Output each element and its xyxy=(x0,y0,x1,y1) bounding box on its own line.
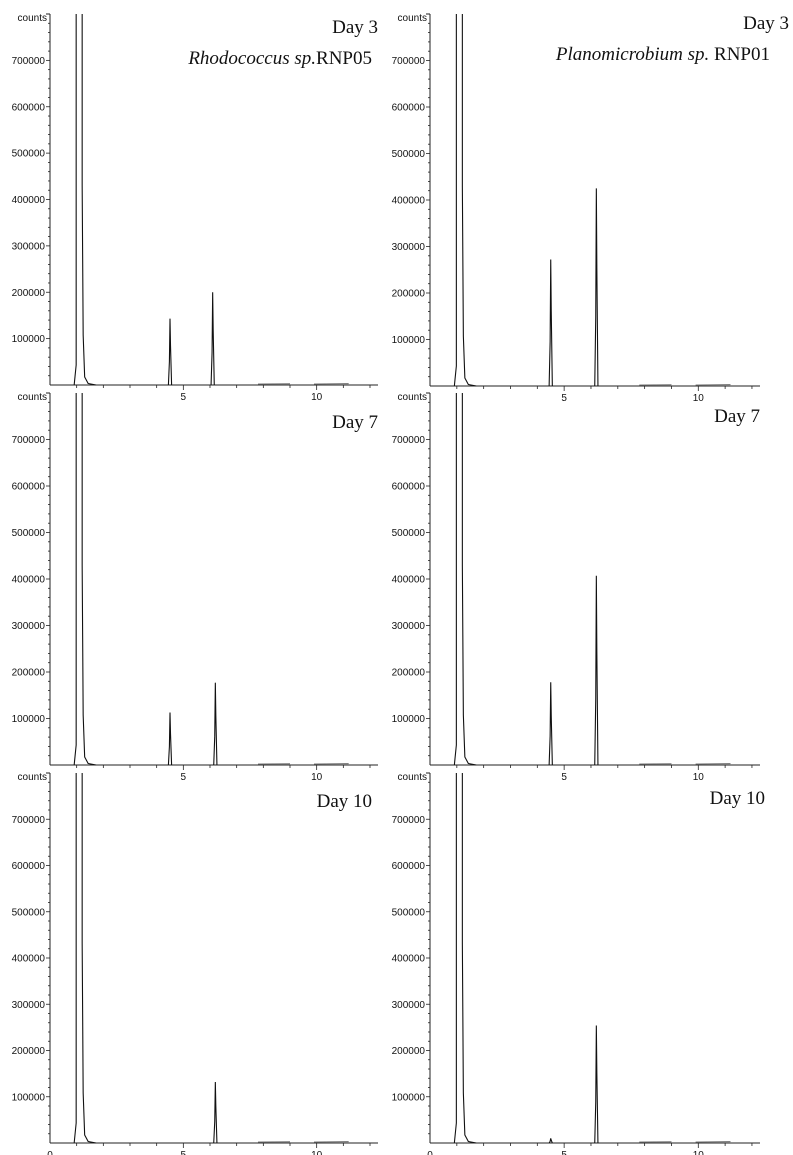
chromatogram-panel-row2-left: 100000 200000 300000 400000 500000 600000 7000… xyxy=(12,392,378,783)
y-tick-label: 600000 xyxy=(392,482,426,493)
y-tick-label: 700000 xyxy=(392,435,426,446)
y-tick-label: 300000 xyxy=(392,621,426,632)
y-tick-label: 700000 xyxy=(392,56,426,67)
chromatogram-panel-row1-right: 100000 200000 300000 400000 500000 600000 7000… xyxy=(392,13,789,404)
x-tick-label: 5 xyxy=(181,392,187,403)
chromatogram-peak xyxy=(548,682,553,766)
day-label: Day 10 xyxy=(317,791,372,812)
y-tick-label: 400000 xyxy=(392,954,426,965)
chromatogram-peak xyxy=(594,575,599,766)
y-tick-label: 100000 xyxy=(12,1092,46,1103)
chromatogram-panel-row3-right: 100000 200000 300000 400000 500000 600000 7000… xyxy=(392,772,765,1155)
solvent-peak xyxy=(73,773,97,1144)
chromatogram-panel-row1-left: 100000 200000 300000 400000 500000 600000 7000… xyxy=(12,13,378,403)
y-axis-label: counts xyxy=(18,772,47,783)
y-tick-label: 200000 xyxy=(392,1046,426,1057)
y-tick-label: 700000 xyxy=(12,56,46,67)
chromatogram-panel-row2-right: 100000 200000 300000 400000 500000 600000 7000… xyxy=(392,392,760,783)
y-tick-label: 600000 xyxy=(12,482,46,493)
chromatogram-peak xyxy=(213,682,218,766)
y-tick-label: 200000 xyxy=(12,288,46,299)
day-label: Day 3 xyxy=(743,13,789,34)
day-label: Day 3 xyxy=(332,17,378,38)
chromatogram-peak xyxy=(594,1025,599,1144)
y-tick-label: 500000 xyxy=(12,149,46,160)
species-name: Rhodococcus sp. xyxy=(187,48,316,69)
y-tick-label: 600000 xyxy=(392,861,426,872)
y-tick-label: 600000 xyxy=(12,861,46,872)
y-tick-label: 700000 xyxy=(392,815,426,826)
solvent-peak xyxy=(73,14,97,386)
y-tick-label: 500000 xyxy=(392,528,426,539)
y-tick-label: 300000 xyxy=(12,1000,46,1011)
chromatogram-peak xyxy=(548,259,553,387)
strain-name: RNP05 xyxy=(316,48,372,69)
y-tick-label: 100000 xyxy=(392,714,426,725)
y-axis-label: counts xyxy=(398,392,427,403)
chromatogram-peak xyxy=(167,318,173,386)
x-tick-label: 5 xyxy=(561,772,567,783)
y-tick-label: 100000 xyxy=(12,714,46,725)
y-tick-label: 300000 xyxy=(12,241,46,252)
y-tick-label: 100000 xyxy=(392,335,426,346)
strain-name: RNP01 xyxy=(709,44,770,65)
species-label: Rhodococcus sp.RNP05 xyxy=(187,48,372,69)
chromatogram-panel-row3-left: 100000 200000 300000 400000 500000 600000 7000… xyxy=(12,772,378,1155)
x-tick-label: 0 xyxy=(47,1150,53,1155)
chromatogram-peak xyxy=(594,188,599,387)
y-tick-label: 200000 xyxy=(392,289,426,300)
y-tick-label: 400000 xyxy=(12,954,46,965)
solvent-peak xyxy=(453,773,477,1144)
y-axis-label: counts xyxy=(18,13,47,24)
x-tick-label: 5 xyxy=(181,1150,187,1155)
solvent-peak xyxy=(73,393,97,766)
x-tick-label: 5 xyxy=(561,1150,567,1155)
x-tick-label: 0 xyxy=(427,1150,433,1155)
y-tick-label: 500000 xyxy=(392,907,426,918)
x-tick-label: 10 xyxy=(311,392,323,403)
y-tick-label: 300000 xyxy=(392,1000,426,1011)
y-tick-label: 600000 xyxy=(392,103,426,114)
y-tick-label: 500000 xyxy=(12,907,46,918)
chromatogram-peak xyxy=(167,712,173,766)
x-tick-label: 10 xyxy=(311,1150,323,1155)
x-tick-label: 5 xyxy=(181,772,187,783)
day-label: Day 7 xyxy=(714,406,760,427)
y-tick-label: 100000 xyxy=(12,334,46,345)
y-tick-label: 100000 xyxy=(392,1092,426,1103)
y-axis-label: counts xyxy=(18,392,47,403)
y-tick-label: 400000 xyxy=(392,575,426,586)
species-label: Planomicrobium sp. RNP01 xyxy=(555,44,770,65)
y-tick-label: 400000 xyxy=(12,575,46,586)
solvent-peak xyxy=(453,14,477,387)
chromatogram-peak xyxy=(210,292,215,386)
x-tick-label: 5 xyxy=(561,393,567,404)
y-tick-label: 700000 xyxy=(12,815,46,826)
y-tick-label: 200000 xyxy=(12,668,46,679)
y-axis-label: counts xyxy=(398,772,427,783)
y-tick-label: 400000 xyxy=(12,195,46,206)
species-name: Planomicrobium sp. xyxy=(555,44,709,65)
x-tick-label: 10 xyxy=(311,772,323,783)
y-tick-label: 600000 xyxy=(12,102,46,113)
y-tick-label: 500000 xyxy=(392,149,426,160)
chromatogram-peak xyxy=(548,1138,553,1144)
y-tick-label: 400000 xyxy=(392,196,426,207)
chromatogram-peak xyxy=(213,1081,218,1144)
y-tick-label: 300000 xyxy=(12,621,46,632)
y-tick-label: 200000 xyxy=(12,1046,46,1057)
y-tick-label: 300000 xyxy=(392,242,426,253)
x-tick-label: 10 xyxy=(693,393,705,404)
y-axis-label: counts xyxy=(398,13,427,24)
x-tick-label: 10 xyxy=(693,772,705,783)
day-label: Day 10 xyxy=(710,788,765,809)
y-tick-label: 200000 xyxy=(392,668,426,679)
solvent-peak xyxy=(453,393,477,766)
y-tick-label: 700000 xyxy=(12,435,46,446)
y-tick-label: 500000 xyxy=(12,528,46,539)
x-tick-label: 10 xyxy=(693,1150,705,1155)
day-label: Day 7 xyxy=(332,412,378,433)
